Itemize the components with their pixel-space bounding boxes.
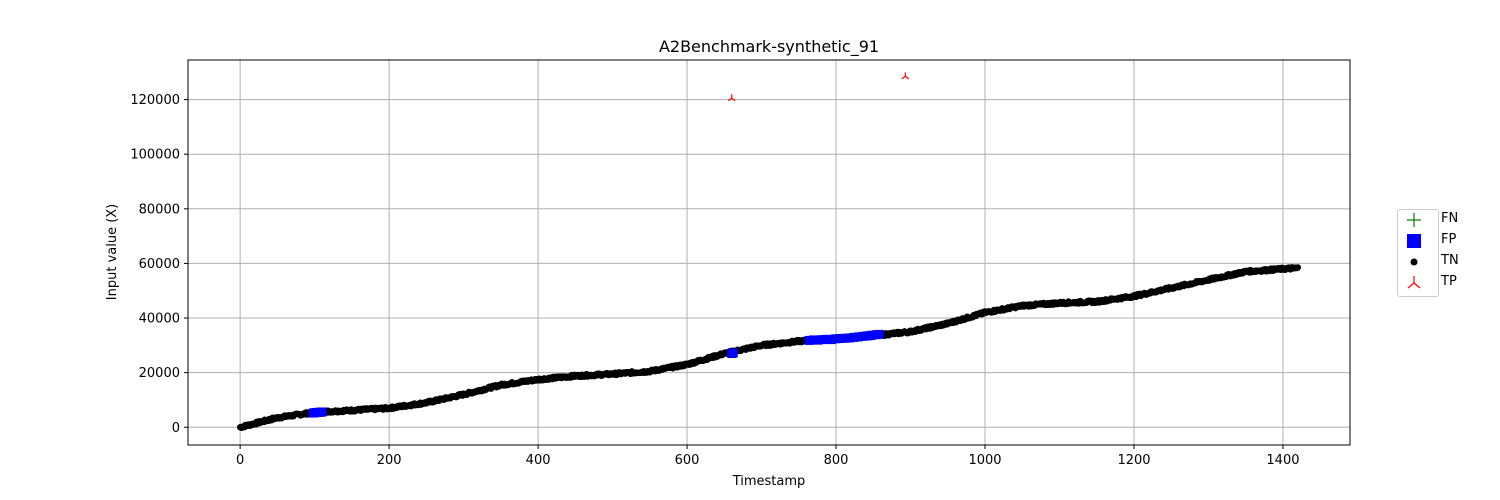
chart-title: A2Benchmark-synthetic_91 (659, 37, 879, 57)
x-tick-label: 1400 (1266, 453, 1299, 468)
legend-item-tp: TP (1398, 273, 1458, 293)
y-tick-label: 100000 (130, 148, 180, 163)
y-tick-label: 0 (172, 421, 180, 436)
legend-label-fn: FN (1441, 211, 1459, 226)
y-axis-label: Input value (X) (105, 204, 120, 300)
fp-point (317, 407, 327, 417)
fp-point (728, 348, 738, 358)
x-tick-label: 200 (377, 453, 402, 468)
x-tick-label: 0 (236, 453, 244, 468)
series-tp (727, 72, 910, 102)
square-icon (1407, 234, 1421, 248)
plot-area (188, 60, 1350, 445)
legend-label-tp: TP (1441, 274, 1457, 289)
legend (1397, 209, 1439, 297)
x-tick-label: 400 (526, 453, 551, 468)
tp-point (727, 94, 736, 102)
plus-icon (1407, 213, 1421, 227)
circle-icon (1410, 258, 1418, 266)
y-tick-label: 120000 (130, 93, 180, 108)
x-tick-label: 1000 (968, 453, 1001, 468)
axis-ticks: 0 200 400 600 800 1000 1200 1400 0 20000 40000 6000… (130, 93, 1299, 468)
plot-frame (187, 59, 1351, 446)
x-tick-label: 1200 (1117, 453, 1150, 468)
x-tick-label: 600 (675, 453, 700, 468)
legend-item-fn: FN (1398, 210, 1458, 230)
tp-point (901, 72, 910, 80)
tp-point-stroke (731, 97, 736, 102)
y-tick-label: 20000 (139, 366, 180, 381)
tp-point-stroke (904, 75, 910, 80)
legend-item-fp: FP (1398, 231, 1458, 251)
y-tick-label: 80000 (139, 202, 180, 217)
tp-point-stroke (727, 97, 733, 102)
fp-point (874, 329, 884, 339)
x-axis-label: Timestamp (732, 474, 806, 489)
legend-label-tn: TN (1441, 253, 1459, 268)
tn-point (1294, 264, 1302, 271)
tri-down-icon (1407, 276, 1421, 289)
legend-item-tn: TN (1398, 252, 1459, 272)
legend-label-fp: FP (1441, 232, 1457, 247)
tp-point-stroke (901, 75, 906, 80)
gridlines (188, 60, 1350, 445)
y-tick-label: 60000 (139, 257, 180, 272)
series-fp (308, 329, 884, 418)
x-tick-label: 800 (824, 453, 849, 468)
y-tick-label: 40000 (139, 312, 180, 327)
